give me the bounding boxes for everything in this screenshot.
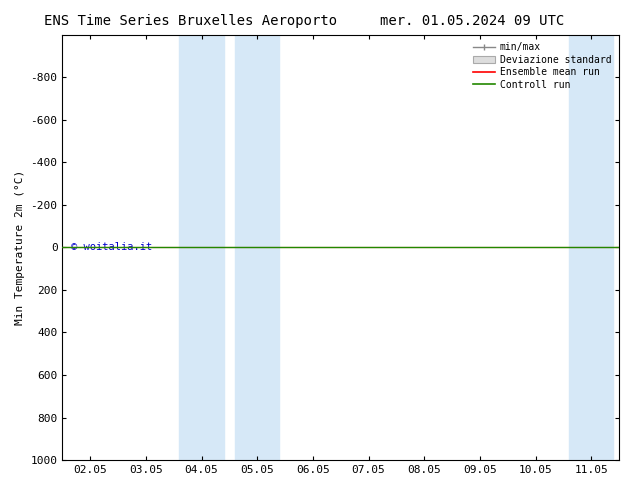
Text: mer. 01.05.2024 09 UTC: mer. 01.05.2024 09 UTC bbox=[380, 14, 564, 28]
Bar bbox=[179, 35, 224, 460]
Bar bbox=[624, 35, 634, 460]
Text: ENS Time Series Bruxelles Aeroporto: ENS Time Series Bruxelles Aeroporto bbox=[44, 14, 337, 28]
Legend: min/max, Deviazione standard, Ensemble mean run, Controll run: min/max, Deviazione standard, Ensemble m… bbox=[470, 40, 614, 93]
Bar bbox=[569, 35, 614, 460]
Y-axis label: Min Temperature 2m (°C): Min Temperature 2m (°C) bbox=[15, 170, 25, 325]
Text: © woitalia.it: © woitalia.it bbox=[71, 243, 152, 252]
Bar bbox=[235, 35, 280, 460]
